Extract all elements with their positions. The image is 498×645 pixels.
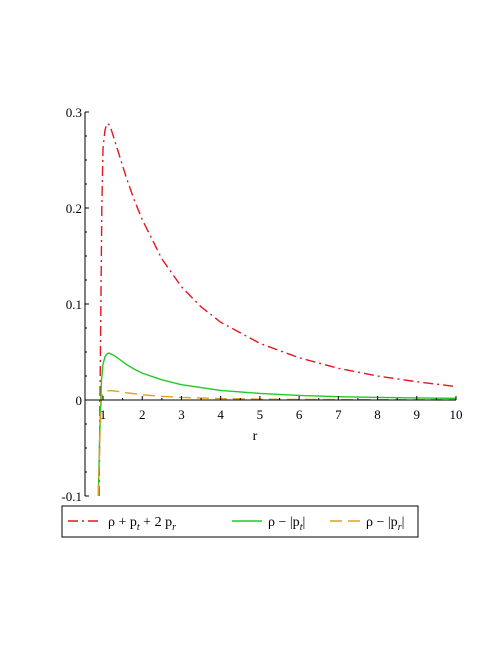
legend-item-3: ρ − |pr|: [330, 515, 404, 533]
x-tick-label: 1: [100, 407, 107, 422]
x-tick-label: 2: [139, 407, 146, 422]
x-tick-label: 5: [257, 407, 264, 422]
x-tick-label: 8: [374, 407, 381, 422]
series-line-3: [97, 389, 457, 497]
x-ticks: 1 2 3 4 5 6 7 8 9 10: [100, 396, 463, 422]
x-tick-label: 6: [296, 407, 303, 422]
x-tick-label: 7: [335, 407, 342, 422]
legend-label: ρ − |pt|: [268, 515, 305, 533]
legend: ρ + pt + 2 pr ρ − |pt| ρ − |pr|: [61, 505, 419, 538]
y-tick-label: 0.3: [66, 105, 82, 120]
x-tick-label: 4: [217, 407, 224, 422]
series-layer: [97, 122, 457, 497]
x-axis-label: r: [253, 429, 258, 444]
x-tick-label: 9: [414, 407, 421, 422]
y-tick-label: 0.1: [66, 297, 82, 312]
legend-items: ρ + pt + 2 pr ρ − |pt| ρ − |pr|: [68, 515, 404, 533]
plot-area: 1 2 3 4 5 6 7 8 9 10 -0.1 0 0.1 0.2 0.3 r: [61, 105, 462, 504]
legend-label: ρ − |pr|: [366, 515, 404, 533]
series-line-2: [97, 352, 457, 497]
series-line-1: [98, 122, 457, 497]
x-tick-label: 3: [178, 407, 185, 422]
legend-item-2: ρ − |pt|: [232, 515, 305, 533]
y-tick-label: -0.1: [61, 489, 82, 504]
x-tick-label: 10: [450, 407, 463, 422]
legend-label: ρ + pt + 2 pr: [108, 515, 176, 533]
y-ticks: -0.1 0 0.1 0.2 0.3: [61, 105, 89, 504]
y-tick-label: 0: [76, 393, 83, 408]
y-tick-label: 0.2: [66, 201, 82, 216]
legend-item-1: ρ + pt + 2 pr: [68, 515, 176, 533]
